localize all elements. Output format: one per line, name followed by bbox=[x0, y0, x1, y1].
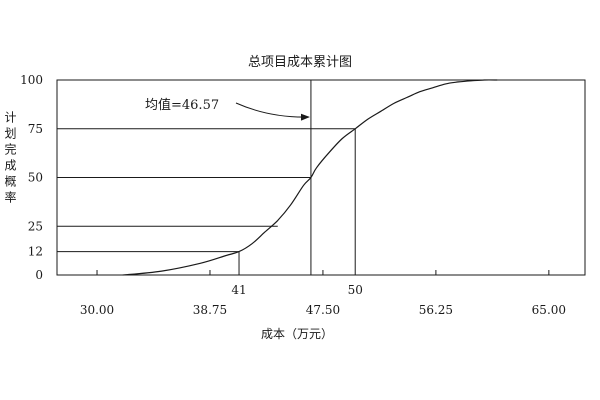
reference-line-label: 41 bbox=[231, 283, 246, 297]
y-tick-label: 50 bbox=[28, 171, 43, 185]
x-tick-label: 65.00 bbox=[532, 303, 566, 317]
y-axis-label: 计划完成概率 bbox=[3, 111, 17, 207]
x-tick-label: 38.75 bbox=[193, 303, 227, 317]
reference-lines: 41 50 bbox=[57, 80, 363, 297]
x-tick-label: 30.00 bbox=[80, 303, 114, 317]
cumulative-curve bbox=[122, 79, 498, 276]
y-tick-label: 12 bbox=[28, 245, 43, 259]
y-axis: 0 12 25 50 75 100 bbox=[20, 73, 43, 282]
reference-line-label: 50 bbox=[348, 283, 363, 297]
x-tick-label: 47.50 bbox=[306, 303, 340, 317]
x-tick-label: 56.25 bbox=[419, 303, 453, 317]
x-axis-label: 成本（万元） bbox=[261, 327, 333, 341]
mean-annotation-label: 均值=46.57 bbox=[145, 97, 219, 113]
y-tick-label: 25 bbox=[28, 219, 43, 233]
y-tick-label: 100 bbox=[20, 73, 43, 87]
y-tick-label: 75 bbox=[28, 122, 43, 136]
mean-annotation-arrow bbox=[235, 102, 310, 121]
y-tick-label: 0 bbox=[35, 268, 43, 282]
series-layer bbox=[122, 79, 498, 276]
annotation-layer: 均值=46.57 bbox=[145, 97, 310, 121]
x-axis: 30.00 38.75 47.50 56.25 65.00 bbox=[80, 270, 566, 317]
chart-title: 总项目成本累计图 bbox=[248, 55, 352, 70]
